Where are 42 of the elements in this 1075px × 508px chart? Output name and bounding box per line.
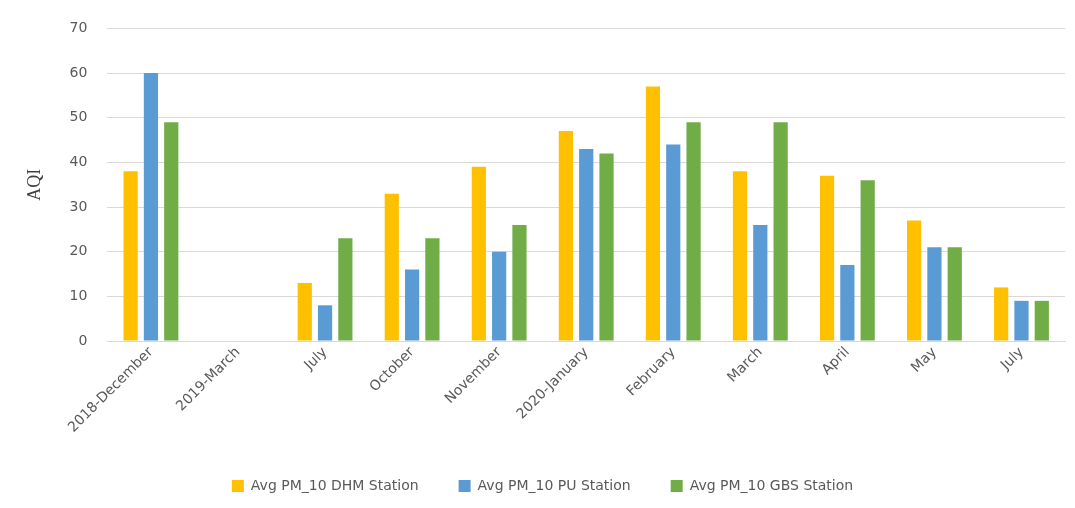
bar — [907, 220, 922, 341]
y-tick-label: 70 — [69, 19, 88, 36]
y-tick-label: 20 — [69, 242, 88, 259]
bar — [994, 287, 1009, 341]
bar — [404, 269, 420, 341]
y-tick-label: 10 — [69, 287, 88, 303]
bar — [686, 122, 701, 341]
legend-label: Avg PM_10 DHM Station — [250, 476, 419, 493]
bar — [425, 238, 440, 341]
bar — [143, 73, 159, 341]
bar — [317, 305, 333, 341]
bar — [123, 171, 138, 341]
bar — [1014, 300, 1029, 341]
y-tick-label: 50 — [69, 108, 88, 125]
y-axis-title: AQI — [23, 168, 44, 201]
bar — [338, 238, 353, 341]
bar — [732, 171, 748, 341]
bar — [599, 153, 614, 341]
bar — [860, 180, 875, 341]
bar — [492, 251, 507, 341]
bar — [1034, 300, 1049, 341]
bar — [645, 86, 661, 341]
y-tick-label: 60 — [69, 63, 88, 80]
y-tick-label: 30 — [69, 197, 88, 214]
bar — [773, 122, 788, 341]
bar — [819, 175, 835, 341]
legend-label: Avg PM_10 GBS Station — [689, 476, 854, 493]
legend-label: Avg PM_10 PU Station — [477, 476, 631, 493]
bar — [164, 122, 179, 341]
bar — [512, 224, 527, 341]
bar — [471, 166, 486, 341]
y-tick-label: 40 — [69, 153, 88, 170]
y-tick-label: 0 — [78, 331, 88, 348]
bar — [840, 265, 855, 341]
bar — [579, 148, 594, 341]
bar — [384, 193, 399, 341]
bar — [753, 224, 768, 341]
bar — [947, 247, 962, 341]
bar — [558, 131, 573, 341]
bar — [297, 282, 312, 341]
bar — [927, 247, 942, 341]
bar — [666, 144, 681, 341]
